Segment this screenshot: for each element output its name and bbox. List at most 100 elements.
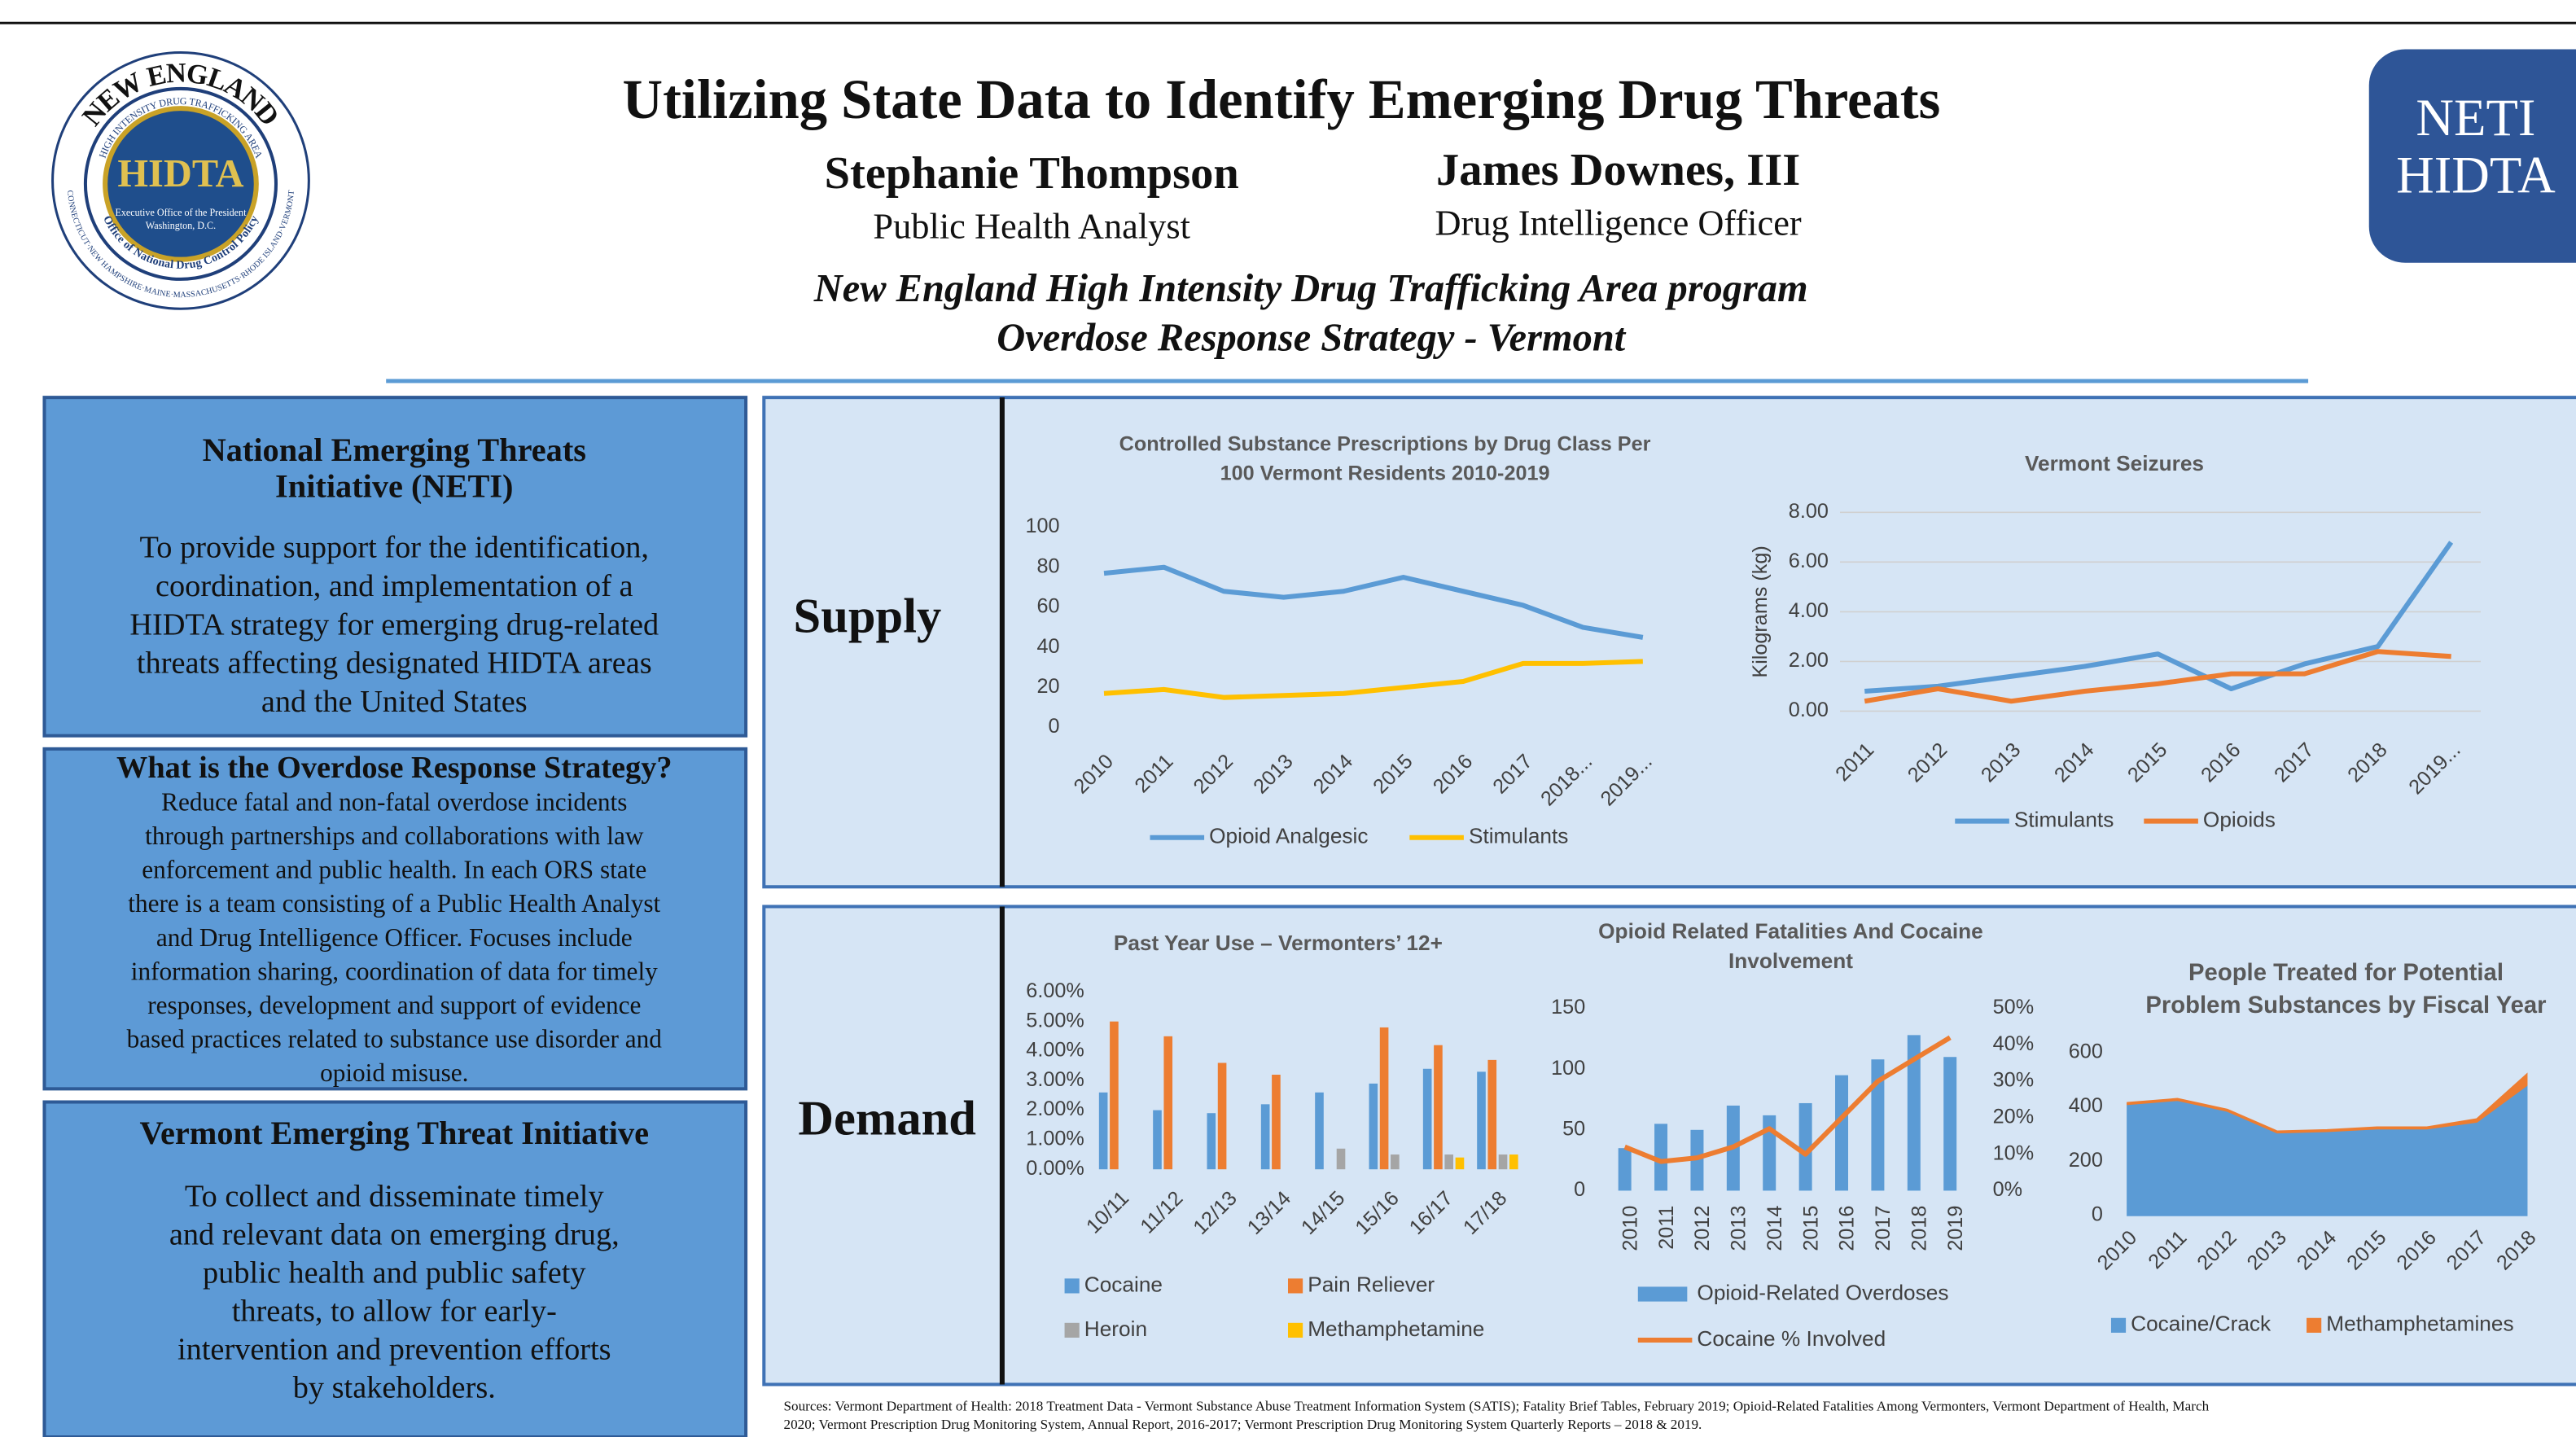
- panel-text: responses, development and support of ev…: [147, 991, 641, 1019]
- legend-label: Opioid-Related Overdoses: [1697, 1280, 1948, 1304]
- y-tick-label: 0: [1048, 715, 1059, 738]
- y-tick-label: 200: [2069, 1149, 2103, 1172]
- bar: [1379, 1027, 1389, 1170]
- bar: [1835, 1075, 1849, 1191]
- legend-swatch: [1288, 1322, 1303, 1338]
- y-axis-label: Kilograms (kg): [1749, 545, 1772, 677]
- bar: [1272, 1075, 1281, 1170]
- y-tick-label: 400: [2069, 1094, 2103, 1117]
- x-tick-label: 2019: [1944, 1206, 1967, 1251]
- panel-text: threats, to allow for early-: [232, 1294, 557, 1328]
- y-tick-label: 60: [1036, 595, 1059, 618]
- line: [1623, 1035, 1952, 1164]
- panel-text: and Drug Intelligence Officer. Focuses i…: [156, 923, 633, 952]
- y2-tick-label: 20%: [1993, 1106, 2034, 1128]
- bar: [1422, 1068, 1432, 1170]
- x-tick-label: 2010: [1619, 1206, 1641, 1251]
- logo-seal: [103, 106, 259, 262]
- bar: [1369, 1083, 1378, 1170]
- panel-text: coordination, and implementation of a: [156, 569, 633, 603]
- author-name: Stephanie Thompson: [825, 148, 1239, 199]
- bar: [1315, 1092, 1324, 1170]
- y-tick-label: 100: [1551, 1057, 1585, 1080]
- line: [1103, 659, 1643, 700]
- panel-text: To provide support for the identificatio…: [140, 531, 649, 565]
- author-role: Public Health Analyst: [873, 206, 1190, 247]
- bar: [1871, 1059, 1885, 1191]
- chart-title: Past Year Use – Vermonters’ 12+: [1114, 931, 1443, 955]
- legend-label: Stimulants: [2014, 807, 2114, 831]
- info-panel: [42, 1100, 748, 1437]
- legend-label: Opioids: [2203, 807, 2276, 831]
- bar: [1498, 1154, 1508, 1170]
- poster-title: Utilizing State Data to Identify Emergin…: [623, 68, 1941, 130]
- panel-text: information sharing, coordination of dat…: [131, 957, 658, 985]
- bar: [1336, 1148, 1346, 1170]
- panel-text: public health and public safety: [203, 1255, 586, 1290]
- logo-center: HIDTA: [117, 152, 243, 195]
- panel-text: intervention and prevention efforts: [177, 1332, 611, 1366]
- x-tick-label: 2011: [1655, 1206, 1678, 1250]
- bar: [1434, 1045, 1443, 1170]
- panel-text: there is a team consisting of a Public H…: [128, 889, 660, 918]
- y-tick-label: 80: [1036, 554, 1059, 577]
- y-tick-label: 0.00: [1789, 699, 1829, 721]
- info-panel: [42, 747, 748, 1091]
- bar: [1207, 1113, 1216, 1170]
- badge-text: HIDTA: [2396, 146, 2556, 204]
- panel-text: HIDTA strategy for emerging drug-related: [129, 607, 659, 642]
- legend-swatch: [2307, 1317, 2322, 1333]
- y-tick-label: 6.00%: [1026, 979, 1084, 1002]
- bar: [1153, 1110, 1162, 1170]
- y2-tick-label: 0%: [1993, 1178, 2022, 1201]
- area: [2127, 1072, 2528, 1134]
- y-tick-label: 40: [1036, 635, 1059, 658]
- panel-text: based practices related to substance use…: [127, 1024, 663, 1053]
- legend-label: Heroin: [1084, 1317, 1147, 1341]
- bar: [1487, 1059, 1497, 1170]
- y-tick-label: 2.00%: [1026, 1097, 1084, 1120]
- info-panel: [42, 396, 748, 738]
- legend-swatch: [1064, 1278, 1080, 1294]
- line: [1103, 564, 1644, 640]
- panel-text: opioid misuse.: [320, 1058, 468, 1087]
- legend-swatch: [1288, 1278, 1303, 1294]
- legend-label: Opioid Analgesic: [1209, 824, 1368, 848]
- panel-title: What is the Overdose Response Strategy?: [116, 751, 672, 785]
- y-tick-label: 50: [1562, 1117, 1585, 1140]
- chart-title: Controlled Substance Prescriptions by Dr…: [1119, 432, 1651, 455]
- y-tick-label: 1.00%: [1026, 1128, 1084, 1150]
- legend-label: Methamphetamine: [1308, 1317, 1484, 1341]
- chart-title: Involvement: [1728, 949, 1853, 973]
- y-tick-label: 5.00%: [1026, 1009, 1084, 1032]
- bar: [1260, 1104, 1270, 1170]
- y-tick-label: 2.00: [1789, 649, 1829, 672]
- line: [1864, 649, 2451, 704]
- panel-text: and the United States: [261, 685, 528, 719]
- y-tick-label: 4.00: [1789, 599, 1829, 622]
- x-tick-label: 2012: [1691, 1206, 1714, 1251]
- chart-title: 100 Vermont Residents 2010-2019: [1220, 462, 1550, 485]
- section-label: Demand: [798, 1092, 976, 1146]
- y-tick-label: 4.00%: [1026, 1039, 1084, 1062]
- y-tick-label: 8.00: [1789, 500, 1829, 523]
- bar: [1455, 1157, 1465, 1170]
- section-panel: [762, 396, 2576, 889]
- logo-inner: Executive Office of the President: [115, 207, 247, 218]
- panel-text: To collect and disseminate timely: [185, 1179, 605, 1213]
- y-tick-label: 100: [1025, 515, 1059, 537]
- badge: [2368, 49, 2576, 263]
- legend-label: Cocaine/Crack: [2131, 1312, 2272, 1336]
- y-tick-label: 3.00%: [1026, 1068, 1084, 1091]
- bar: [1943, 1057, 1957, 1191]
- bar: [1907, 1035, 1921, 1191]
- chart-title: Opioid Related Fatalities And Cocaine: [1598, 919, 1983, 944]
- y2-tick-label: 30%: [1993, 1069, 2034, 1092]
- y-tick-label: 150: [1551, 996, 1585, 1019]
- x-tick-label: 2018: [1908, 1206, 1931, 1251]
- program-line: Overdose Response Strategy - Vermont: [997, 317, 1626, 360]
- x-tick-label: 2017: [1872, 1206, 1895, 1251]
- bar: [1477, 1071, 1486, 1170]
- legend-label: Cocaine % Involved: [1697, 1326, 1886, 1351]
